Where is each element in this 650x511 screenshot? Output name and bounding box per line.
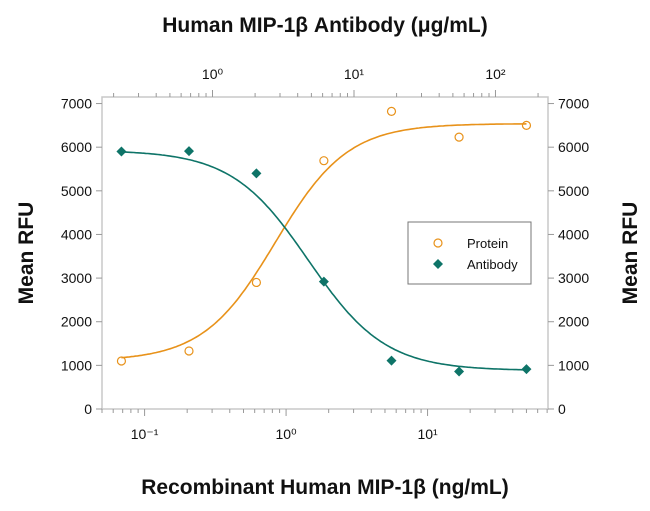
y-tick-label-left: 6000	[61, 139, 92, 155]
y-tick-label-right: 1000	[558, 357, 589, 373]
legend-label-protein: Protein	[467, 236, 508, 251]
y-axis-title-left: Mean RFU	[15, 202, 38, 305]
data-point-antibody	[454, 366, 465, 377]
legend-marker-antibody	[433, 259, 443, 269]
y-tick-label-right: 3000	[558, 270, 589, 286]
data-point-protein	[454, 132, 464, 142]
plot-frame	[101, 96, 549, 410]
y-tick-label-left: 1000	[61, 357, 92, 373]
x2-tick-label: 10²	[485, 66, 506, 82]
data-point-protein	[116, 356, 127, 366]
data-point-antibody	[318, 276, 329, 287]
y-tick-label-right: 6000	[558, 139, 589, 155]
data-point-protein	[386, 106, 397, 117]
data-point-protein	[319, 156, 329, 166]
fit-curve-protein	[121, 123, 527, 359]
legend-marker-protein	[433, 238, 443, 248]
data-point-antibody	[183, 146, 194, 157]
y-tick-label-right: 0	[558, 401, 566, 417]
y-tick-label-right: 4000	[558, 226, 589, 242]
data-point-protein	[251, 277, 262, 288]
data-point-protein	[184, 346, 194, 356]
y-tick-label-left: 0	[84, 401, 92, 417]
x-tick-label: 10¹	[417, 426, 438, 442]
y-tick-label-left: 7000	[61, 96, 92, 112]
data-point-antibody	[116, 146, 127, 157]
x2-tick-label: 10¹	[344, 66, 365, 82]
legend-box	[407, 221, 532, 285]
x-tick-label: 10⁻¹	[131, 426, 159, 442]
data-point-protein	[521, 120, 532, 130]
data-point-antibody	[386, 355, 397, 366]
legend-label-antibody: Antibody	[467, 257, 518, 272]
y-tick-label-right: 5000	[558, 183, 589, 199]
y-tick-label-left: 4000	[61, 226, 92, 242]
y-axis-title-right: Mean RFU	[619, 202, 642, 305]
data-point-antibody	[251, 168, 262, 179]
y-tick-label-left: 2000	[61, 314, 92, 330]
x2-tick-label: 10⁰	[202, 66, 224, 82]
top-axis-title: Human MIP-1β Antibody (μg/mL)	[162, 14, 487, 37]
y-tick-label-left: 5000	[61, 183, 92, 199]
y-tick-label-right: 7000	[558, 96, 589, 112]
y-tick-label-left: 3000	[61, 270, 92, 286]
y-tick-label-right: 2000	[558, 314, 589, 330]
x-axis-title: Recombinant Human MIP-1β (ng/mL)	[141, 476, 509, 499]
legend: Protein Antibody	[407, 221, 532, 285]
data-point-antibody	[521, 364, 532, 375]
x-tick-label: 10⁰	[275, 426, 297, 442]
